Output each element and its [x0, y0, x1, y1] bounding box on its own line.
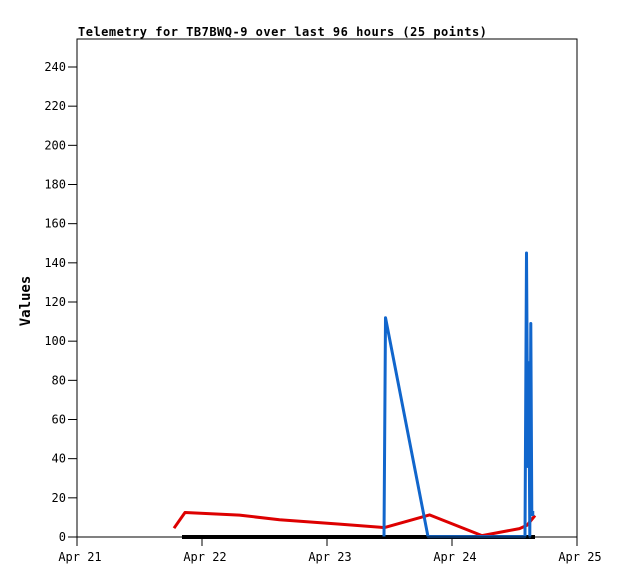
chart-title: Telemetry for TB7BWQ-9 over last 96 hour…	[78, 25, 487, 39]
y-tick-label: 120	[44, 295, 66, 309]
series-line-channel-blue	[382, 251, 534, 539]
y-tick-label: 40	[52, 452, 66, 466]
x-axis-ticks: Apr 21 Apr 22 Apr 23 Apr 24 Apr 25	[58, 537, 602, 564]
y-tick-label: 240	[44, 60, 66, 74]
y-tick-label: 80	[52, 373, 66, 387]
x-tick-label: Apr 23	[308, 550, 351, 564]
y-axis-label: Values	[18, 276, 34, 327]
y-tick-label: 220	[44, 99, 66, 113]
series-end-marker-channel-blue	[529, 511, 535, 516]
y-axis-ticks: 0 20 40 60 80 100 120 140 160 180 200 220 240	[44, 60, 77, 544]
y-tick-label: 0	[59, 530, 66, 544]
x-tick-label: Apr 21	[58, 550, 101, 564]
plot-area-border	[76, 38, 578, 538]
x-tick-label: Apr 24	[433, 550, 476, 564]
y-tick-label: 160	[44, 217, 66, 231]
x-tick-label: Apr 22	[183, 550, 226, 564]
y-tick-label: 20	[52, 491, 66, 505]
y-tick-label: 100	[44, 334, 66, 348]
y-tick-label: 140	[44, 256, 66, 270]
y-tick-label: 200	[44, 138, 66, 152]
y-tick-label: 60	[52, 413, 66, 427]
y-tick-label: 180	[44, 178, 66, 192]
x-tick-label: Apr 25	[558, 550, 601, 564]
